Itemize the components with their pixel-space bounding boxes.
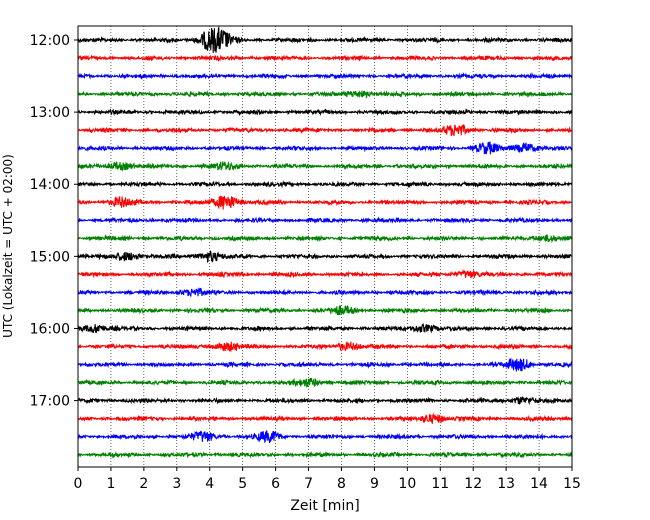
x-tick-label: 11 (431, 476, 449, 492)
seismic-trace-1215 (77, 54, 573, 63)
seismic-trace-1600 (77, 322, 573, 334)
x-tick-label: 13 (497, 476, 515, 492)
x-tick-label: 12 (464, 476, 482, 492)
x-tick-label: 9 (370, 476, 379, 492)
x-tick-label: 10 (398, 476, 416, 492)
seismic-trace-1300 (77, 108, 573, 117)
x-tick-label: 0 (74, 476, 83, 492)
seismic-trace-1315 (77, 124, 573, 137)
seismic-trace-1415 (77, 195, 573, 210)
y-tick-label: 13:00 (30, 105, 70, 121)
seismic-trace-1515 (77, 269, 573, 279)
y-tick-label: 14:00 (30, 177, 70, 193)
seismic-trace-1245 (77, 90, 573, 100)
seismic-trace-1645 (77, 377, 573, 388)
seismic-trace-1730 (77, 430, 573, 444)
seismic-trace-1715 (77, 412, 573, 425)
y-tick-label: 16:00 (30, 321, 70, 337)
seismic-trace-1345 (77, 161, 573, 172)
x-axis-label: Zeit [min] (290, 498, 359, 514)
y-axis-label: UTC (Lokalzeit = UTC + 02:00) (1, 154, 15, 338)
x-tick-label: 6 (271, 476, 280, 492)
seismic-trace-1500 (77, 250, 573, 263)
y-tick-label: 17:00 (30, 394, 70, 410)
seismic-trace-1230 (77, 71, 573, 80)
seismic-trace-1400 (77, 180, 573, 189)
x-tick-label: 3 (172, 476, 181, 492)
x-tick-label: 4 (205, 476, 214, 492)
plot-frame (77, 25, 573, 468)
seismic-trace-1545 (77, 304, 572, 316)
x-tick-label: 14 (530, 476, 548, 492)
x-tick-label: 2 (139, 476, 148, 492)
seismic-trace-1430 (77, 216, 573, 225)
tick-group: 0 1 2 3 4 5 6 7 8 9 10 11 12 13 14 1512:0013:0014:0015:… (30, 33, 581, 492)
seismic-trace-1700 (77, 395, 573, 406)
seismic-trace-1200 (77, 25, 573, 53)
seismic-trace-1745 (77, 450, 573, 459)
seismic-trace-1615 (77, 340, 573, 353)
y-tick-label: 15:00 (30, 249, 70, 265)
seismic-trace-1630 (77, 357, 573, 372)
x-tick-label: 5 (238, 476, 247, 492)
trace-group (77, 25, 573, 459)
x-tick-label: 15 (563, 476, 581, 492)
x-tick-label: 8 (337, 476, 346, 492)
seismic-trace-1530 (77, 287, 573, 298)
x-tick-label: 1 (106, 476, 115, 492)
y-tick-label: 12:00 (30, 33, 70, 49)
seismic-trace-1445 (77, 234, 573, 244)
seismic-trace-1330 (77, 141, 573, 155)
x-tick-label: 7 (304, 476, 313, 492)
